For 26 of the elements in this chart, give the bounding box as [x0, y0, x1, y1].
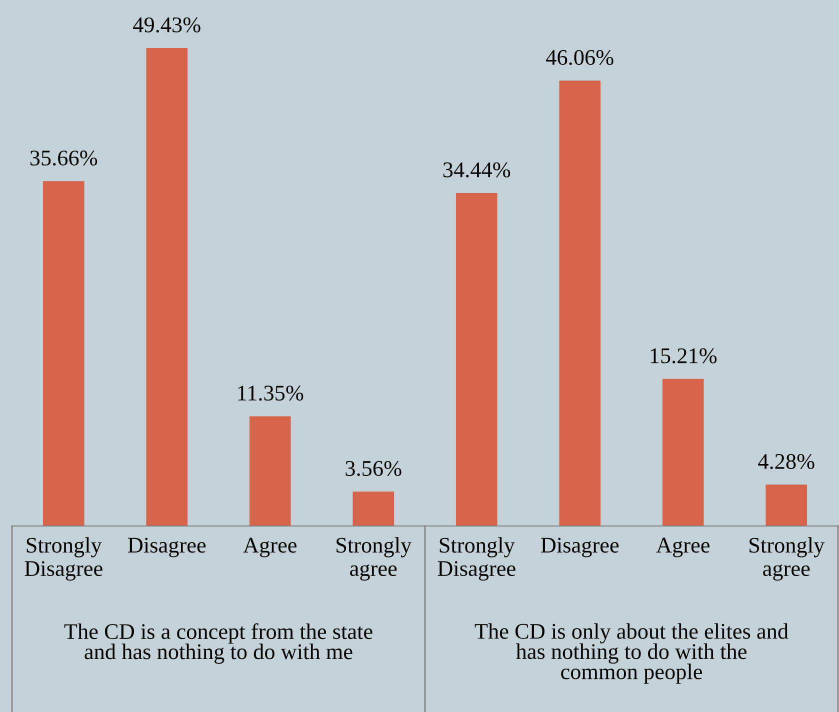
data-label: 4.28%	[758, 454, 814, 470]
data-label: 49.43%	[133, 17, 200, 32]
text: The CD is a concept from the state and has nothing to do with me	[64, 623, 372, 664]
bar	[352, 492, 394, 526]
bar	[662, 378, 704, 526]
x-tick-label: Strongly Disagree	[438, 537, 516, 581]
bar	[42, 181, 84, 526]
x-tick-label: Disagree	[128, 538, 206, 558]
bar	[766, 484, 808, 526]
bar	[249, 416, 291, 526]
data-label: 34.44%	[443, 162, 510, 178]
x-tick-label: Agree	[243, 538, 296, 558]
x-tick-label: Disagree	[541, 538, 619, 558]
data-label: 35.66%	[30, 150, 98, 166]
bar	[146, 48, 188, 526]
data-label: 3.56%	[346, 460, 402, 476]
text: The CD is only about the elites and has nothing to do with the common people	[474, 623, 788, 684]
x-tick-label: Strongly agree	[336, 537, 412, 581]
x-tick-label: Agree	[656, 538, 710, 558]
bar	[456, 192, 498, 526]
data-label: 15.21%	[650, 348, 717, 364]
x-tick-label: Strongly agree	[750, 537, 825, 581]
x-tick-label: Strongly Disagree	[24, 537, 102, 581]
data-label: 46.06%	[546, 50, 614, 66]
data-label: 11.35%	[238, 386, 304, 401]
bar	[559, 80, 601, 526]
